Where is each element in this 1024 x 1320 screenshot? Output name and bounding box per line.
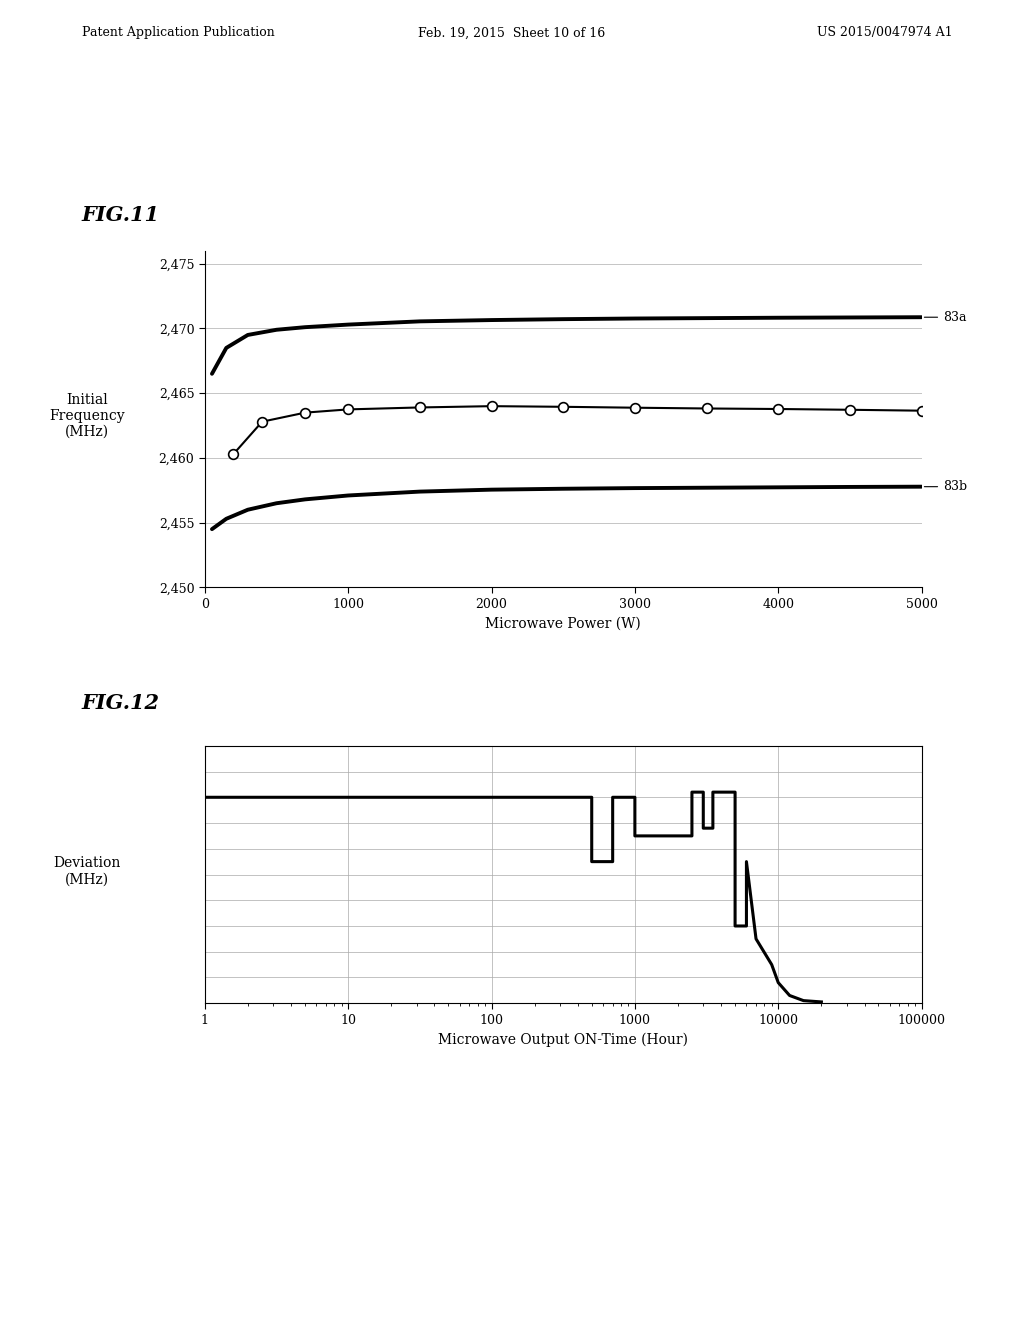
Text: Feb. 19, 2015  Sheet 10 of 16: Feb. 19, 2015 Sheet 10 of 16	[419, 26, 605, 40]
Text: Patent Application Publication: Patent Application Publication	[82, 26, 274, 40]
Text: Deviation
(MHz): Deviation (MHz)	[53, 857, 121, 886]
Text: US 2015/0047974 A1: US 2015/0047974 A1	[817, 26, 952, 40]
X-axis label: Microwave Output ON-Time (Hour): Microwave Output ON-Time (Hour)	[438, 1032, 688, 1047]
Text: FIG.11: FIG.11	[82, 205, 160, 224]
Text: FIG.12: FIG.12	[82, 693, 160, 713]
Text: 83b: 83b	[925, 480, 968, 494]
Text: 83a: 83a	[925, 310, 967, 323]
X-axis label: Microwave Power (W): Microwave Power (W)	[485, 616, 641, 631]
Text: Initial
Frequency
(MHz): Initial Frequency (MHz)	[49, 392, 125, 440]
